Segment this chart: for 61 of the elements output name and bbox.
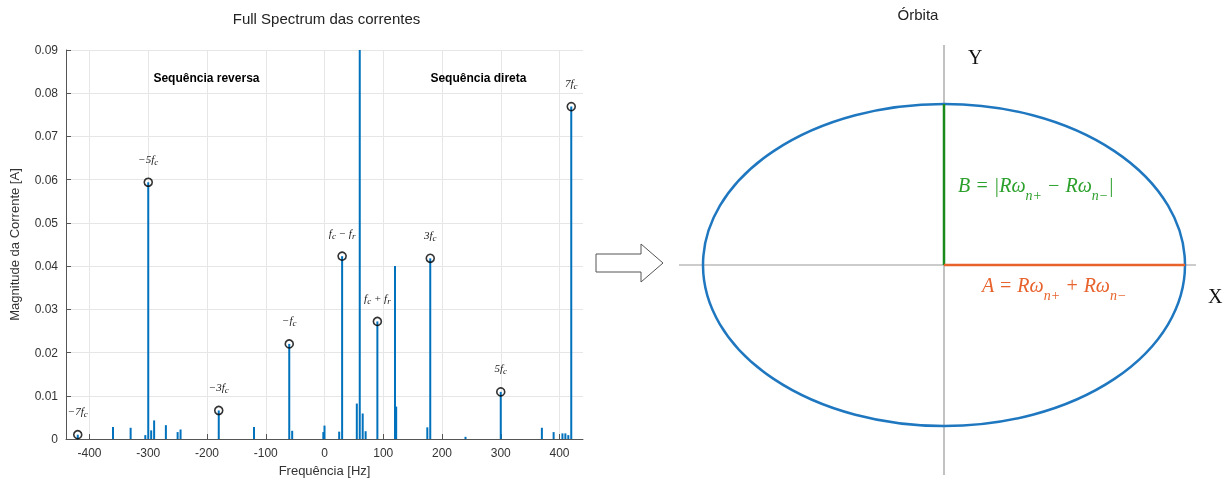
bar (147, 182, 150, 439)
x-tick-label: -400 (77, 446, 102, 460)
y-tick-label: 0.04 (34, 259, 59, 274)
y-tick-label: 0.08 (34, 86, 59, 101)
bar (394, 266, 396, 439)
text: A = Rω$_{n+}$ + Rω$_{n−}$ (980, 274, 1127, 303)
x-tick-label: -200 (194, 446, 220, 460)
x-tick-label: 300 (490, 446, 512, 460)
bar (564, 433, 567, 439)
bar (429, 258, 432, 439)
y-tick-label: 0.07 (34, 129, 59, 144)
bar (217, 410, 220, 439)
point (566, 101, 577, 112)
bar (164, 425, 167, 439)
bar (540, 427, 543, 439)
y-tick-label: 0.09 (34, 43, 59, 57)
x-tick-label: 400 (549, 446, 570, 460)
point (213, 405, 224, 416)
bar (288, 343, 291, 439)
bar (376, 321, 379, 439)
chart-title: Full Spectrum das correntes (232, 10, 421, 27)
text: B = |Rω$_{n+}$ − Rω$_{n−}$| (958, 174, 1114, 203)
text: X (1208, 285, 1223, 307)
point (495, 387, 506, 397)
point (372, 316, 383, 327)
x-tick-label: 200 (431, 446, 453, 460)
bar (179, 429, 182, 439)
y-axis-title: Magnitude da Corrente [A] (7, 168, 22, 321)
bar (341, 256, 344, 439)
bar (112, 426, 114, 439)
x-tick-label: -100 (253, 446, 279, 460)
y-tick-label: 0.06 (34, 172, 59, 187)
bar (253, 426, 255, 439)
y-tick-label: 0.01 (34, 388, 59, 403)
point (337, 251, 347, 261)
y-tick-label: 0.02 (34, 345, 59, 360)
bar (153, 420, 156, 439)
bar (561, 433, 564, 439)
bar (358, 50, 361, 439)
y-tick-label: 0 (51, 432, 59, 446)
text: Órbita (896, 6, 940, 23)
x-tick-label: -300 (136, 446, 161, 460)
point (284, 339, 295, 349)
bar (129, 427, 132, 439)
bar (570, 106, 573, 439)
point (72, 429, 83, 440)
point (143, 177, 154, 188)
y-tick-label: 0.05 (34, 215, 59, 230)
bar (464, 436, 467, 439)
bar (176, 432, 179, 439)
x-axis-title: Frequência [Hz] (278, 463, 371, 478)
bar (552, 432, 555, 439)
y-tick-label: 0.03 (34, 302, 59, 317)
annotation: Sequência direta (430, 71, 527, 85)
bar (499, 391, 502, 439)
x-tick-label: 0 (321, 446, 329, 460)
annotation: Sequência reversa (153, 71, 260, 85)
x-tick-label: 100 (373, 446, 394, 460)
point (425, 253, 436, 264)
text: Y (968, 46, 983, 68)
bar (323, 425, 326, 439)
